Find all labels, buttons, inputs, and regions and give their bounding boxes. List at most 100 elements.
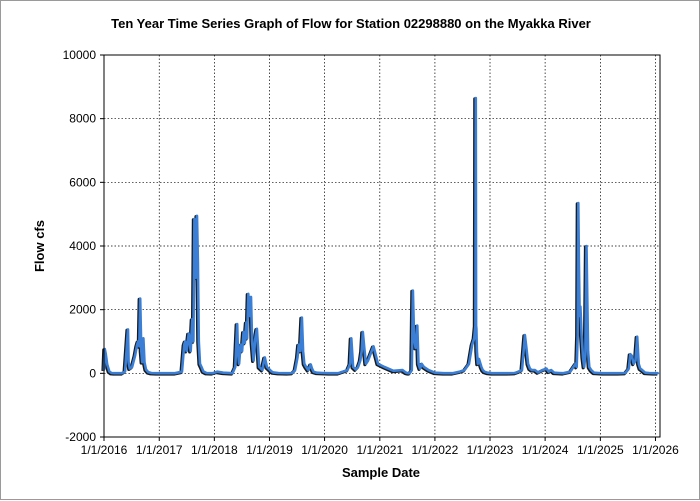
data-point [309, 363, 312, 366]
data-point [585, 245, 588, 247]
data-point [414, 347, 417, 349]
data-point [486, 371, 489, 374]
data-point [121, 372, 124, 375]
data-point [517, 370, 520, 373]
data-point [529, 367, 531, 370]
data-point [246, 337, 249, 340]
data-point [377, 362, 379, 365]
data-point [637, 362, 640, 365]
data-point [302, 350, 304, 352]
data-point [521, 369, 523, 371]
data-point [124, 370, 126, 373]
y-axis-title: Flow cfs [32, 220, 47, 272]
data-point [404, 371, 407, 374]
chart-title: Ten Year Time Series Graph of Flow for S… [111, 16, 591, 31]
data-point [315, 371, 318, 374]
data-point [652, 372, 655, 375]
data-point [263, 356, 266, 359]
data-point [183, 343, 186, 346]
data-point [349, 362, 351, 365]
data-point [537, 371, 539, 374]
x-tick-label: 1/1/2022 [412, 443, 459, 457]
data-point [307, 369, 310, 371]
y-tick-label: 8000 [69, 112, 96, 126]
data-point [211, 372, 214, 375]
data-point [108, 370, 111, 373]
data-point [577, 202, 580, 204]
data-point [174, 372, 176, 375]
data-point [442, 372, 445, 375]
data-point [261, 369, 264, 371]
data-point [231, 372, 234, 375]
data-point [192, 340, 195, 343]
data-point [473, 337, 476, 340]
data-point [184, 340, 187, 343]
data-point [558, 372, 560, 374]
data-point [569, 370, 572, 373]
data-point [181, 370, 183, 373]
data-point [200, 366, 203, 368]
data-point [498, 372, 500, 375]
data-point [140, 350, 143, 352]
series-group [101, 96, 660, 376]
data-point [406, 372, 408, 374]
data-point [222, 371, 225, 374]
data-point [420, 362, 423, 365]
plot-area-border [103, 54, 661, 438]
data-point [579, 305, 582, 308]
data-point [266, 366, 268, 368]
data-point [296, 356, 299, 359]
data-point [534, 369, 536, 371]
data-point [634, 359, 637, 362]
data-point [636, 335, 639, 338]
data-point [245, 321, 248, 324]
y-tick-labels: -2000 0 2000 4000 6000 8000 10000 [63, 48, 97, 444]
data-point [475, 324, 477, 327]
data-point [412, 289, 414, 292]
data-point [413, 337, 415, 340]
data-point [328, 372, 331, 375]
data-point [423, 366, 425, 368]
data-point [205, 372, 208, 374]
data-point [657, 372, 660, 375]
data-point [419, 367, 421, 370]
data-point [116, 372, 119, 375]
data-point [197, 340, 200, 343]
data-point [199, 362, 201, 365]
data-point [416, 324, 419, 327]
data-point [187, 332, 190, 335]
data-point [299, 350, 302, 352]
data-point [452, 372, 454, 375]
data-point [359, 359, 362, 362]
data-point [578, 315, 581, 317]
data-point [525, 347, 528, 349]
data-point [545, 367, 548, 370]
data-point [524, 334, 526, 336]
data-point [127, 361, 130, 364]
data-point [270, 370, 273, 373]
data-point [597, 372, 600, 374]
data-point [360, 350, 363, 352]
data-point [590, 369, 593, 371]
data-point [553, 371, 556, 374]
data-point [480, 366, 483, 368]
data-point [113, 372, 116, 375]
data-point [147, 371, 150, 373]
data-point [252, 359, 255, 362]
data-point [588, 366, 591, 368]
data-point [629, 353, 632, 356]
data-point [256, 327, 258, 330]
data-point [142, 337, 145, 340]
data-point [475, 327, 478, 330]
data-point [189, 350, 192, 352]
data-point [194, 276, 197, 279]
data-point [365, 362, 367, 365]
data-point [191, 318, 194, 321]
data-point [481, 369, 484, 371]
data-point [354, 368, 357, 371]
data-point [352, 366, 354, 368]
data-point [196, 214, 198, 217]
data-point [141, 361, 144, 364]
data-point [617, 372, 620, 375]
